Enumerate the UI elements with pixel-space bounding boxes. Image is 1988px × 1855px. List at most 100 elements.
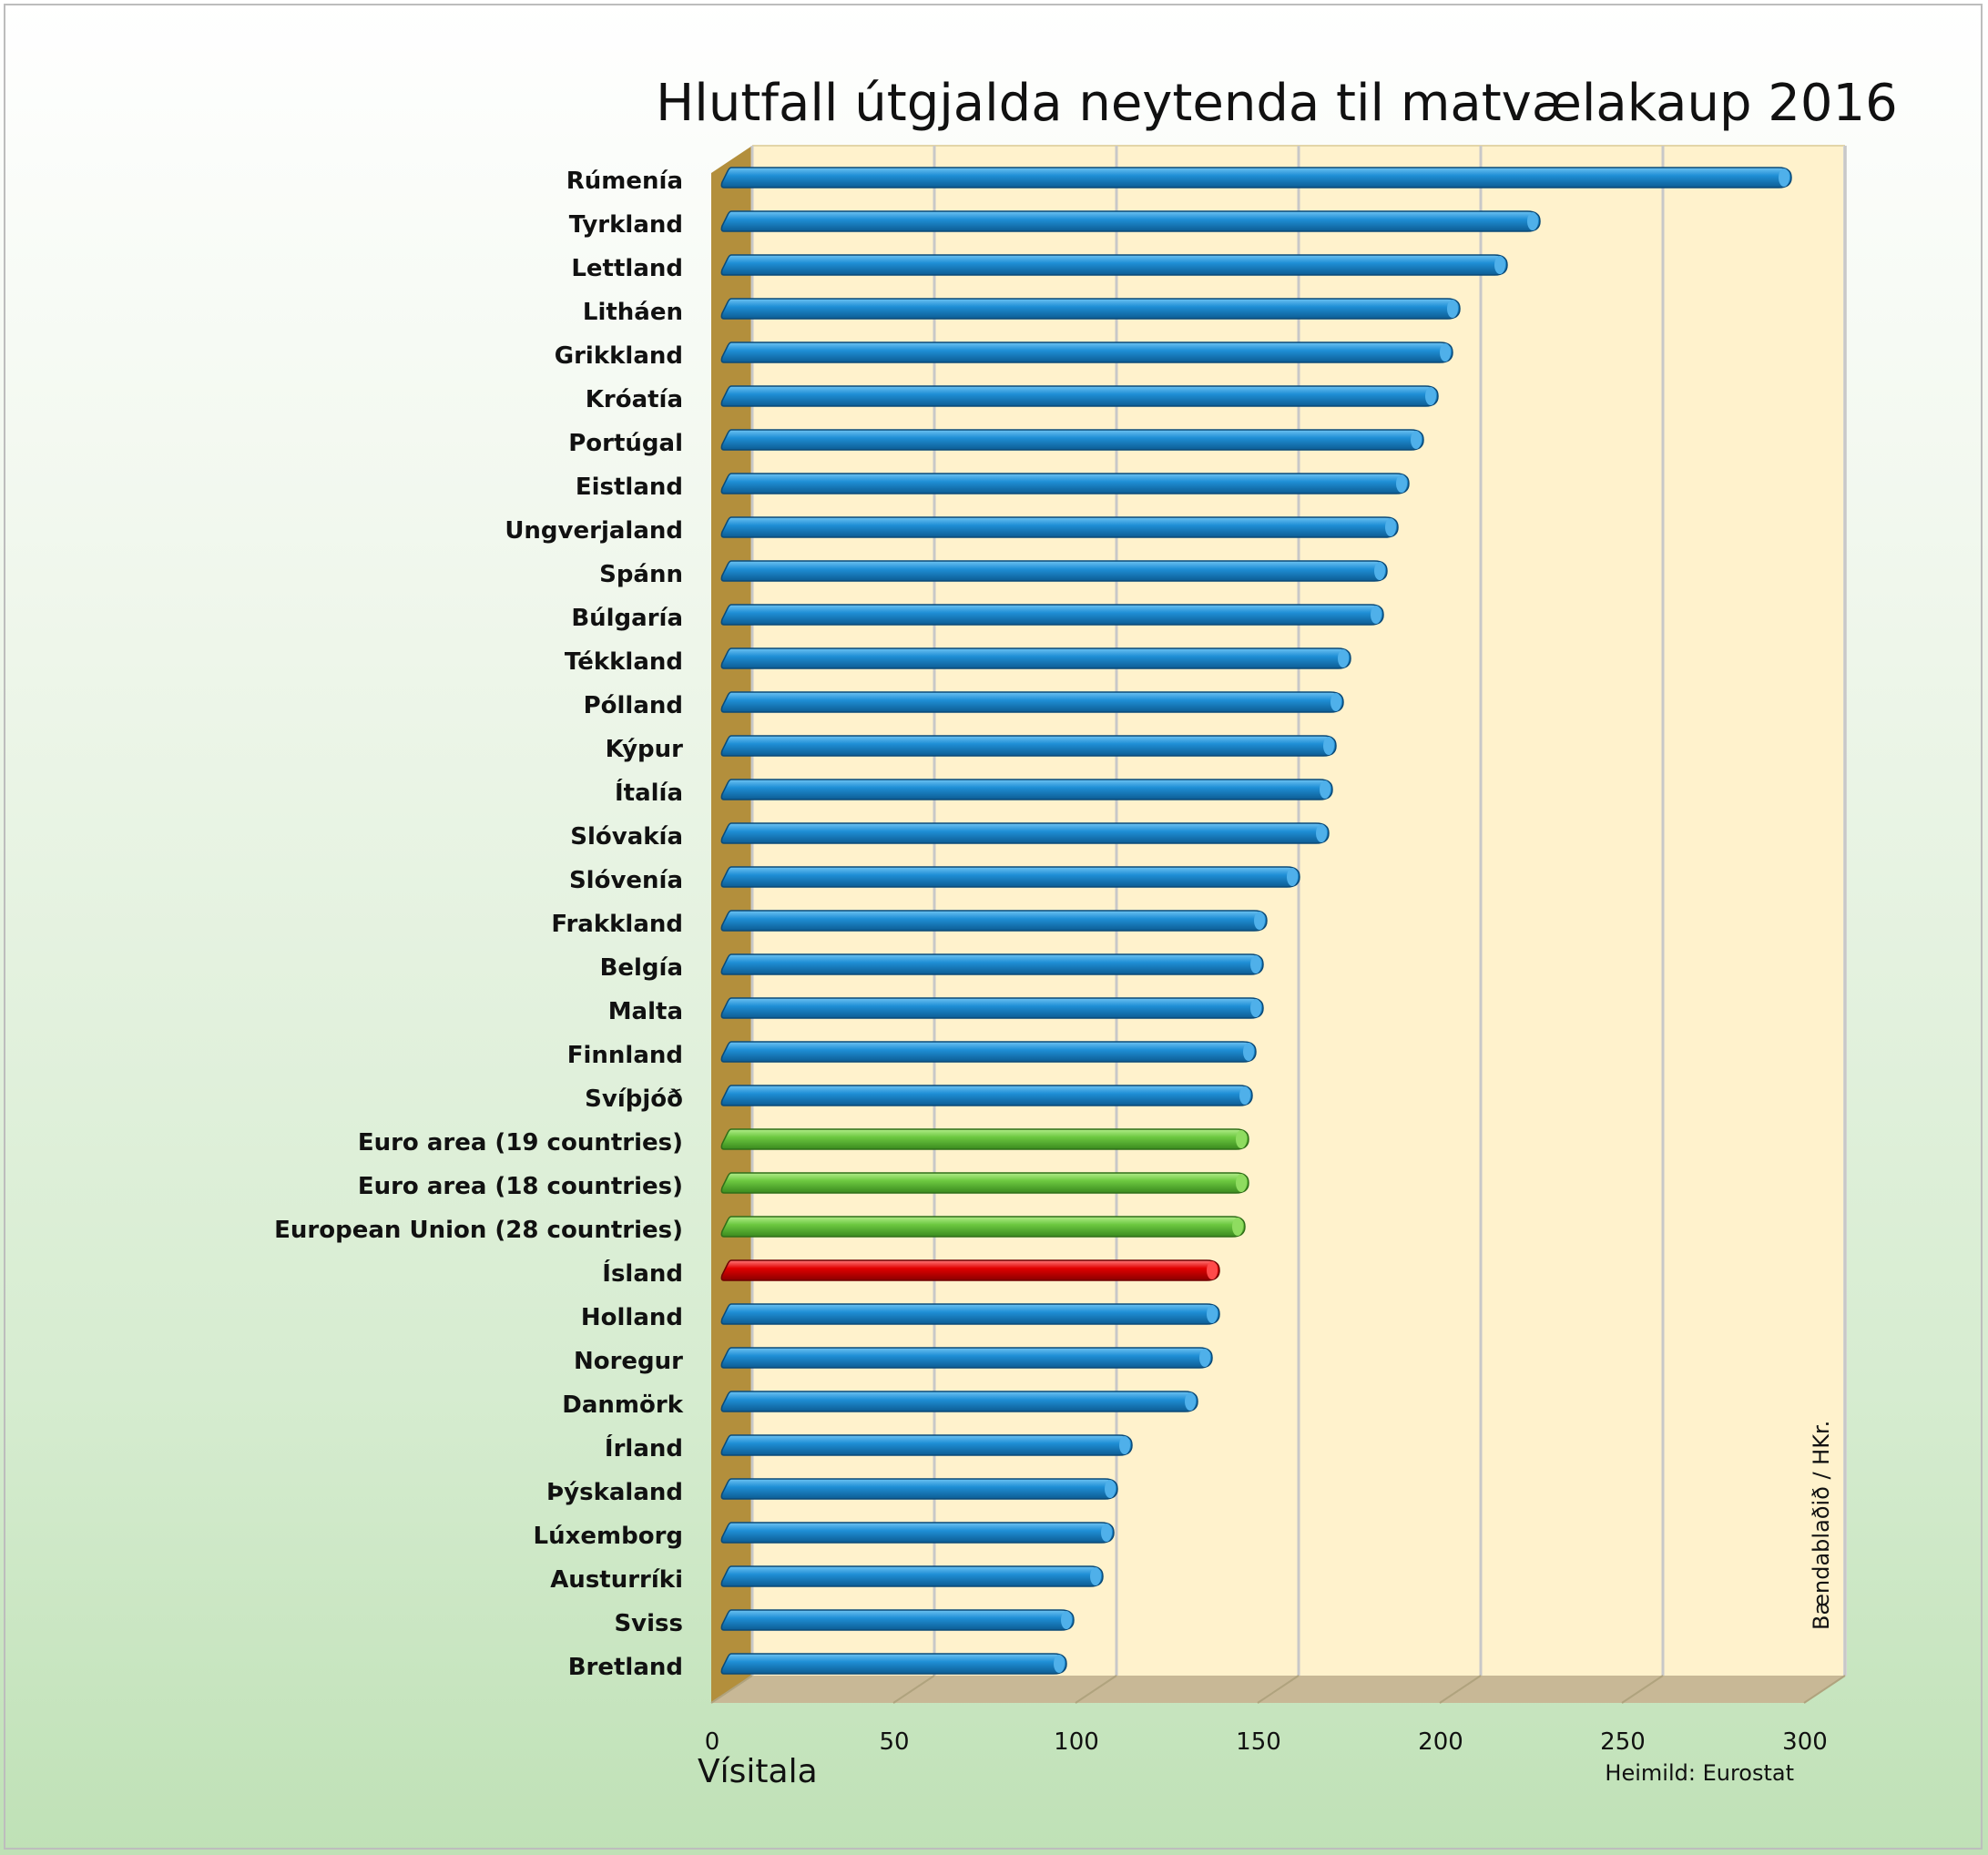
category-labels: Rúmenía Tyrkland Lettland Litháen Grikkland K…	[274, 168, 684, 1681]
bar	[720, 385, 1439, 407]
bar-end-cap	[1254, 912, 1265, 930]
category-label: Slóvenía	[569, 867, 683, 894]
category-label: Spánn	[599, 561, 683, 588]
category-label: Holland	[581, 1304, 683, 1331]
bar	[720, 167, 1792, 189]
category-label: Ísland	[602, 1259, 683, 1288]
category-label: Írland	[605, 1433, 683, 1463]
bar	[720, 1128, 1249, 1150]
x-tick-label: 200	[1418, 1728, 1463, 1756]
bar-end-cap	[1316, 824, 1327, 842]
bar	[720, 516, 1399, 538]
category-label: Malta	[608, 998, 683, 1025]
x-tick-labels: 0 50 100 150 200 250 300	[705, 1728, 1828, 1756]
floor-gridline-50	[892, 1675, 935, 1704]
bar-end-cap	[1236, 1130, 1247, 1148]
x-tick-label: 0	[705, 1728, 720, 1756]
bar-end-cap	[1207, 1305, 1218, 1323]
category-label: Noregur	[574, 1348, 683, 1375]
bar-end-cap	[1779, 168, 1789, 187]
category-label: Finnland	[567, 1042, 683, 1069]
x-axis-title: Vísitala	[698, 1753, 818, 1790]
category-label: Euro area (19 countries)	[358, 1129, 683, 1157]
category-label: Pólland	[584, 692, 683, 719]
bar-end-cap	[1323, 737, 1334, 755]
bar	[720, 1565, 1104, 1587]
category-label: Grikkland	[555, 342, 683, 370]
bar	[720, 866, 1300, 888]
bar-end-cap	[1243, 1043, 1254, 1061]
bar-end-cap	[1374, 562, 1385, 580]
bar	[720, 691, 1344, 713]
bar-end-cap	[1250, 999, 1261, 1017]
bar	[720, 254, 1508, 276]
bar	[720, 473, 1410, 494]
category-label: Ítalía	[615, 778, 683, 807]
category-label: Þýskaland	[546, 1479, 683, 1506]
category-label: Litháen	[583, 299, 683, 326]
credit-note: Bændablaðið / HKr.	[1809, 1421, 1834, 1630]
category-label: Svíþjóð	[585, 1085, 683, 1113]
category-label: European Union (28 countries)	[274, 1217, 683, 1244]
x-tick-label: 100	[1054, 1728, 1099, 1756]
bar	[720, 1085, 1253, 1106]
bar	[720, 1216, 1246, 1238]
x-tick-label: 300	[1782, 1728, 1828, 1756]
bar	[720, 210, 1541, 232]
category-label: Lúxemborg	[534, 1523, 683, 1550]
bar	[720, 1259, 1220, 1281]
bar	[720, 429, 1424, 451]
bar	[720, 822, 1330, 844]
bar-end-cap	[1425, 387, 1436, 405]
category-label: Euro area (18 countries)	[358, 1173, 683, 1200]
category-label: Ungverjaland	[505, 517, 683, 545]
bar	[720, 1609, 1075, 1631]
source-note: Heimild: Eurostat	[1605, 1760, 1794, 1786]
bar	[720, 1653, 1067, 1675]
floor-gridline-250	[1621, 1675, 1664, 1704]
bar-end-cap	[1061, 1611, 1072, 1629]
chart-title: Hlutfall útgjalda neytenda til matvælaka…	[656, 74, 1898, 133]
bar	[720, 735, 1337, 757]
bar-end-cap	[1054, 1655, 1065, 1673]
bar	[720, 1303, 1220, 1325]
category-label: Sviss	[614, 1610, 683, 1637]
bar-end-cap	[1090, 1567, 1101, 1585]
category-label: Kýpur	[606, 736, 684, 763]
bar-end-cap	[1494, 256, 1505, 274]
bar-end-cap	[1250, 955, 1261, 973]
bar	[720, 560, 1388, 582]
floor-gridline-0	[710, 1675, 753, 1704]
bar-end-cap	[1199, 1349, 1210, 1367]
bar-end-cap	[1119, 1436, 1130, 1454]
bar-end-cap	[1101, 1524, 1112, 1542]
bar	[720, 779, 1333, 800]
category-label: Búlgaría	[571, 605, 683, 632]
bar	[720, 604, 1384, 626]
floor-gridline-150	[1257, 1675, 1300, 1704]
category-label: Tékkland	[565, 648, 683, 676]
category-label: Lettland	[571, 255, 683, 282]
category-label: Frakkland	[551, 911, 683, 938]
floor-gridline-300	[1803, 1675, 1846, 1704]
bar	[720, 997, 1264, 1019]
category-label: Danmörk	[562, 1391, 683, 1419]
floor-gridline-100	[1075, 1675, 1117, 1704]
bar	[720, 1391, 1198, 1412]
bar	[720, 1522, 1115, 1544]
bar	[720, 1478, 1118, 1500]
bar-end-cap	[1239, 1086, 1250, 1105]
category-label: Tyrkland	[569, 211, 683, 239]
floor-gridline-200	[1439, 1675, 1482, 1704]
bar	[720, 1041, 1257, 1063]
x-tick-label: 250	[1600, 1728, 1646, 1756]
bar-end-cap	[1232, 1218, 1243, 1236]
bar-end-cap	[1185, 1392, 1196, 1411]
bar-end-cap	[1320, 780, 1330, 799]
category-label: Slóvakía	[570, 823, 683, 851]
x-tick-label: 150	[1236, 1728, 1281, 1756]
bar-end-cap	[1330, 693, 1341, 711]
bar-end-cap	[1396, 474, 1407, 493]
bar	[720, 298, 1461, 320]
